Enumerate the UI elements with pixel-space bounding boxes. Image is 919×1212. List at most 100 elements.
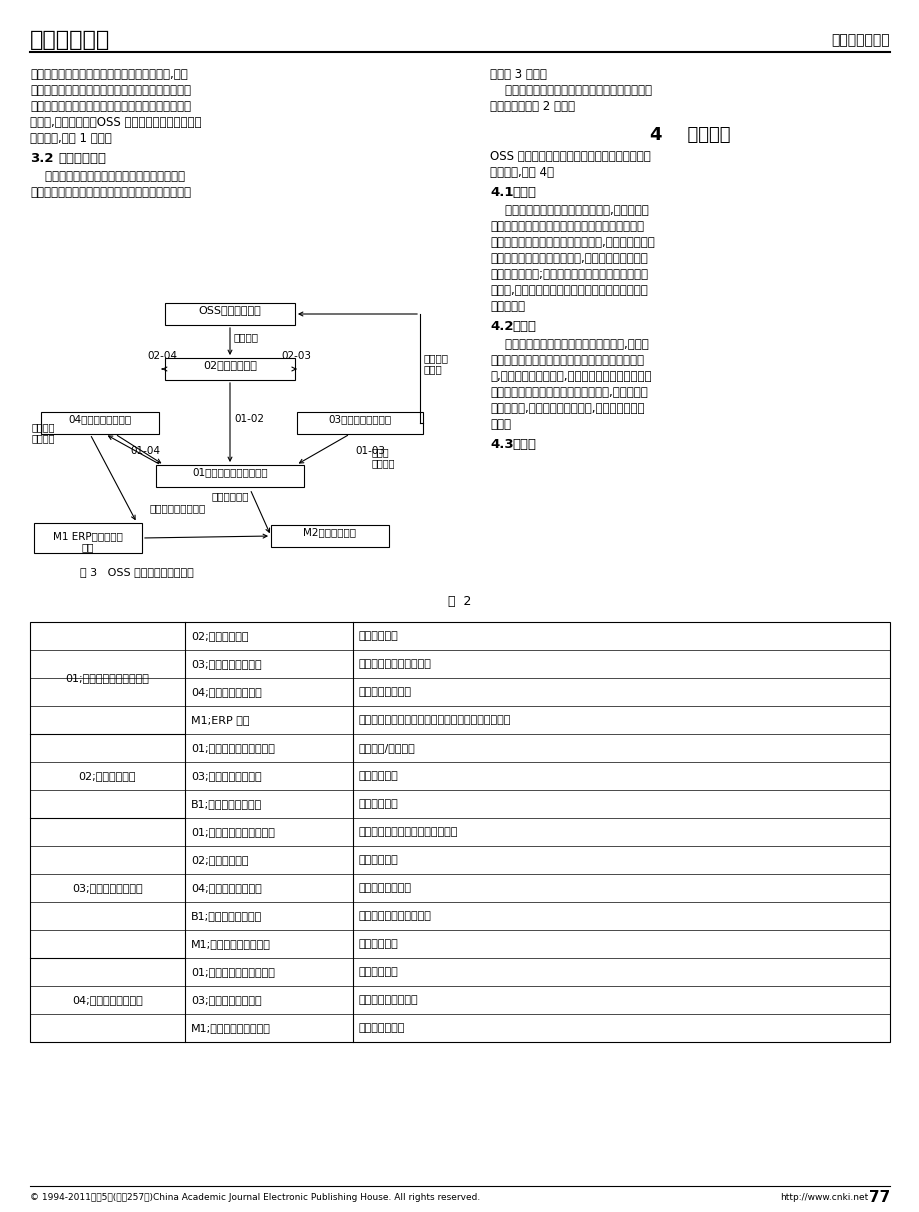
Text: 服务配置信息: 服务配置信息 — [358, 771, 398, 781]
Text: 系如图 3 所示。: 系如图 3 所示。 — [490, 68, 546, 81]
Text: 材料申购及领用: 材料申购及领用 — [358, 1023, 405, 1033]
Text: 01综合网络资源管理系统: 01综合网络资源管理系统 — [192, 467, 267, 478]
Text: 03;综合运维管理系统: 03;综合运维管理系统 — [191, 771, 261, 781]
Text: 网络管理与维护: 网络管理与维护 — [831, 33, 889, 47]
Text: 数据为主,如表 1 所示。: 数据为主,如表 1 所示。 — [30, 132, 111, 145]
Text: 工程资源信息录入: 工程资源信息录入 — [358, 687, 412, 697]
Text: 02;服务开通系统: 02;服务开通系统 — [191, 854, 248, 865]
Text: 业务受理: 业务受理 — [233, 332, 259, 343]
Text: 对数据核心层服务子层原子服务的调用访问业务数: 对数据核心层服务子层原子服务的调用访问业务数 — [490, 354, 643, 367]
Text: 据,实现不同的功能模块,满足不同的业务需求。业务: 据,实现不同的功能模块,满足不同的业务需求。业务 — [490, 370, 651, 383]
Text: 施工结果信息、历史事件处理信息: 施工结果信息、历史事件处理信息 — [358, 827, 458, 837]
Text: 能的使用与共享;接入服务向业务逻辑层提供一组接: 能的使用与共享;接入服务向业务逻辑层提供一组接 — [490, 268, 647, 281]
Text: 色、运行维护者角色、管理者角色等,提供标准化、可: 色、运行维护者角色、管理者角色等,提供标准化、可 — [490, 236, 654, 248]
Text: 关系。有线电视运营支撑系统功能架构的数据集成关: 关系。有线电视运营支撑系统功能架构的数据集成关 — [30, 185, 191, 199]
Text: 视化、多样化的图形用户接口,实现对业务逻辑、功: 视化、多样化的图形用户接口,实现对业务逻辑、功 — [490, 252, 647, 265]
Text: 供业务服务,实现业务逻辑的共享,完成相应的业务: 供业务服务,实现业务逻辑的共享,完成相应的业务 — [490, 402, 644, 415]
Text: 01-03: 01-03 — [355, 446, 384, 457]
Bar — [165, 303, 295, 325]
Text: 数据集成关系定义数据主题和应用系统的各种: 数据集成关系定义数据主题和应用系统的各种 — [30, 170, 185, 183]
Text: M1;ERP 系统: M1;ERP 系统 — [191, 715, 249, 725]
Text: 03;综合运维管理系统: 03;综合运维管理系统 — [191, 995, 261, 1005]
Text: 材料领用
资产转固: 材料领用 资产转固 — [32, 422, 55, 444]
Text: 03综合运维工单系统: 03综合运维工单系统 — [328, 415, 391, 424]
Text: 02-03: 02-03 — [280, 351, 311, 361]
Text: 资源需求/指派信息: 资源需求/指派信息 — [358, 743, 415, 753]
Bar — [165, 358, 295, 381]
Text: 施工结果信息: 施工结果信息 — [358, 854, 398, 865]
Text: 03;综合运维管理系统: 03;综合运维管理系统 — [191, 659, 261, 669]
Text: M1;采购与仓储管理系统: M1;采购与仓储管理系统 — [191, 1023, 270, 1033]
Text: 02;服务开通系统: 02;服务开通系统 — [79, 771, 136, 781]
Text: 资产信息、服务与网络规划相关投资预算及成本信息: 资产信息、服务与网络规划相关投资预算及成本信息 — [358, 715, 511, 725]
Text: 业务逻辑层是系统业务处理的逻辑平台,它通过: 业务逻辑层是系统业务处理的逻辑平台,它通过 — [490, 338, 648, 351]
Text: 数据集成关系: 数据集成关系 — [58, 152, 106, 165]
Text: 故障处理、施工结果信息: 故障处理、施工结果信息 — [358, 911, 431, 921]
Text: 4.2: 4.2 — [490, 320, 513, 333]
Text: 等详细信息如表 2 所示。: 等详细信息如表 2 所示。 — [490, 101, 574, 113]
Text: 物资需求信息: 物资需求信息 — [358, 939, 398, 949]
Bar — [297, 412, 423, 434]
Text: 表现层是实现人机数据交换的平台,分为图形用: 表现层是实现人机数据交换的平台,分为图形用 — [490, 204, 648, 217]
Text: 4    软件架构: 4 软件架构 — [649, 126, 730, 144]
Text: 辅助规划设计: 辅助规划设计 — [358, 967, 398, 977]
Text: 表现层: 表现层 — [512, 185, 536, 199]
Text: 数据层: 数据层 — [512, 438, 536, 451]
Text: 订单竣工信息: 订单竣工信息 — [358, 799, 398, 808]
Text: 逻辑层由若干业务函数和业务过程组成,为接入层提: 逻辑层由若干业务函数和业务过程组成,为接入层提 — [490, 385, 647, 399]
Text: 04;工程项目管理系统: 04;工程项目管理系统 — [191, 687, 262, 697]
Text: 02;服务开通系统: 02;服务开通系统 — [191, 631, 248, 641]
Text: 01;综合网络资源管理系统: 01;综合网络资源管理系统 — [191, 967, 275, 977]
Text: 03;综合运维管理系统: 03;综合运维管理系统 — [72, 884, 142, 893]
Text: 02综合开通系统: 02综合开通系统 — [203, 360, 256, 370]
Text: 设计文档、竣工资料: 设计文档、竣工资料 — [150, 503, 206, 513]
Text: 图 3   OSS 系统数据集成关系图: 图 3 OSS 系统数据集成关系图 — [80, 567, 194, 577]
Text: 立于具体的数据模型和数据分布。企业数据分类规范: 立于具体的数据模型和数据分布。企业数据分类规范 — [30, 84, 191, 97]
Bar — [271, 525, 389, 547]
Text: OSS业务支撑系统: OSS业务支撑系统 — [199, 305, 261, 315]
Text: 据层三层,如图 4。: 据层三层,如图 4。 — [490, 166, 553, 179]
Text: 功能。: 功能。 — [490, 418, 510, 431]
Text: 系统: 系统 — [82, 542, 94, 551]
Text: 4.3: 4.3 — [490, 438, 513, 451]
Text: 题分析,主题域分析。OSS 系统的数据主要是以资源: 题分析,主题域分析。OSS 系统的数据主要是以资源 — [30, 116, 201, 128]
Text: 各信息流所对应的源系统和目标系统、接口内容: 各信息流所对应的源系统和目标系统、接口内容 — [490, 84, 652, 97]
Text: 数据交换。: 数据交换。 — [490, 301, 525, 313]
Text: 01;综合网络资源管理系统: 01;综合网络资源管理系统 — [191, 743, 275, 753]
Text: 表  2: 表 2 — [448, 595, 471, 608]
Text: B1;客户关系管理系统: B1;客户关系管理系统 — [191, 911, 262, 921]
Text: 3.2: 3.2 — [30, 152, 53, 165]
Text: 还要有利于数据的维护和扩充。数据分类定义数据主: 还要有利于数据的维护和扩充。数据分类定义数据主 — [30, 101, 191, 113]
Bar — [34, 524, 142, 553]
Text: http://www.cnki.net: http://www.cnki.net — [779, 1193, 868, 1201]
Text: 设备相关资料: 设备相关资料 — [211, 491, 248, 501]
Bar — [30, 622, 889, 1042]
Text: 户接口和接入服务。图形用户接口为系统使用者角: 户接口和接入服务。图形用户接口为系统使用者角 — [490, 221, 643, 233]
Text: 故障投诉
及反馈: 故障投诉 及反馈 — [424, 353, 448, 375]
Text: M1;采购与仓储管理系统: M1;采购与仓储管理系统 — [191, 939, 270, 949]
Text: 规范需要满足各种数据需求对数据组织的要求,并独: 规范需要满足各种数据需求对数据组织的要求,并独 — [30, 68, 187, 81]
Text: 01-02: 01-02 — [233, 413, 264, 423]
Text: 问题库
知识管理: 问题库 知识管理 — [371, 447, 395, 468]
Text: 77: 77 — [868, 1189, 889, 1205]
Text: 资源配置信息: 资源配置信息 — [358, 631, 398, 641]
Text: M2文档管理系统: M2文档管理系统 — [303, 527, 357, 537]
Text: 01;综合网络资源管理系统: 01;综合网络资源管理系统 — [65, 673, 149, 684]
Text: 04;工程项目管理系统: 04;工程项目管理系统 — [72, 995, 142, 1005]
Text: 口服务,业务逻辑层通过接口服务完成与外部系统的: 口服务,业务逻辑层通过接口服务完成与外部系统的 — [490, 284, 647, 297]
Bar — [156, 465, 303, 487]
Text: 有线电视技术: 有线电视技术 — [30, 30, 110, 50]
Text: 04工程项目管理系统: 04工程项目管理系统 — [68, 415, 131, 424]
Text: 地理信息、资源目录信息: 地理信息、资源目录信息 — [358, 659, 431, 669]
Text: 01;综合网络资源管理系统: 01;综合网络资源管理系统 — [191, 827, 275, 837]
Text: 04;工程项目管理系统: 04;工程项目管理系统 — [191, 884, 262, 893]
Text: 逻辑层: 逻辑层 — [512, 320, 536, 333]
Text: 网络维护计划及施工: 网络维护计划及施工 — [358, 995, 418, 1005]
Bar — [41, 412, 159, 434]
Text: © 1994-2011年第5期(总第257期)China Academic Journal Electronic Publishing House. All r: © 1994-2011年第5期(总第257期)China Academic Jo… — [30, 1193, 480, 1201]
Text: 4.1: 4.1 — [490, 185, 513, 199]
Text: 02-04: 02-04 — [147, 351, 176, 361]
Text: 01-04: 01-04 — [130, 446, 160, 457]
Text: B1;客户关系管理系统: B1;客户关系管理系统 — [191, 799, 262, 808]
Text: M1 ERP、仓库管理: M1 ERP、仓库管理 — [53, 531, 123, 541]
